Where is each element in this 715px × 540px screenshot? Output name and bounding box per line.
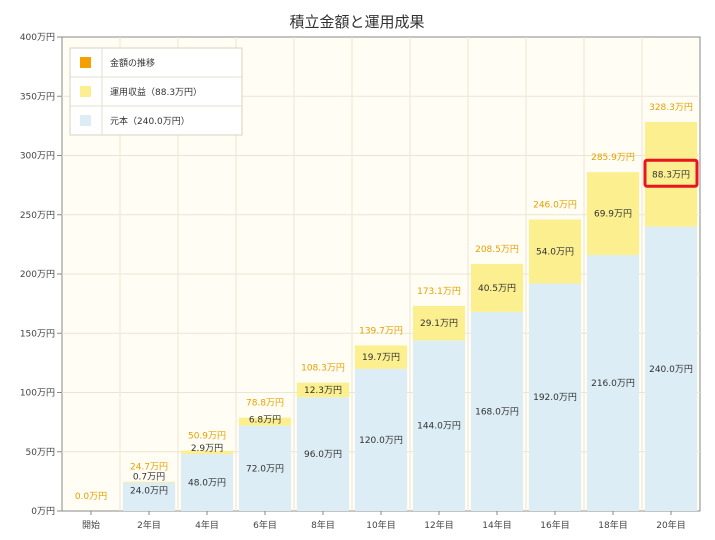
bar-principal xyxy=(528,283,582,511)
x-tick-label: 6年目 xyxy=(253,519,277,531)
bar-principal xyxy=(412,340,466,511)
bar-label-return: 0.7万円 xyxy=(133,472,165,483)
legend-label: 元本（240.0万円） xyxy=(110,115,190,127)
y-tick-label: 350万円 xyxy=(20,91,55,102)
bar-principal xyxy=(238,425,292,511)
y-tick-label: 200万円 xyxy=(20,269,55,280)
highlight-box xyxy=(643,158,699,188)
chart-title: 積立金額と運用成果 xyxy=(289,13,424,31)
y-tick-label: 400万円 xyxy=(20,32,55,43)
bar-label-return: 19.7万円 xyxy=(362,352,400,363)
bar-principal xyxy=(122,482,176,511)
bar-return xyxy=(644,121,698,227)
bar-return xyxy=(238,417,292,426)
legend-swatch xyxy=(80,86,91,97)
bar-return xyxy=(412,305,466,341)
legend-swatch xyxy=(80,57,91,68)
legend-label: 運用収益（88.3万円） xyxy=(110,86,202,98)
bar-label-principal: 120.0万円 xyxy=(359,435,403,446)
bar-label-return: 54.0万円 xyxy=(536,246,574,257)
y-tick-label: 150万円 xyxy=(20,328,55,339)
x-tick-label: 2年目 xyxy=(137,519,161,531)
x-tick-label: 開始 xyxy=(82,519,100,531)
bar-return xyxy=(180,450,234,455)
x-tick-label: 18年目 xyxy=(598,519,627,531)
x-tick-label: 16年目 xyxy=(540,519,569,531)
y-tick-label: 100万円 xyxy=(20,388,55,399)
y-tick-label: 300万円 xyxy=(20,151,55,162)
bar-label-principal: 240.0万円 xyxy=(649,364,693,375)
x-tick-label: 20年目 xyxy=(656,519,685,531)
bar-total-label: 208.5万円 xyxy=(475,244,519,255)
bar-return xyxy=(354,345,408,369)
bar-principal xyxy=(354,368,408,511)
x-tick-label: 10年目 xyxy=(366,519,395,531)
bar-principal xyxy=(296,397,350,511)
bar-principal xyxy=(644,226,698,511)
bar-label-principal: 48.0万円 xyxy=(188,478,226,489)
bar-label-return: 6.8万円 xyxy=(249,415,281,426)
bar-total-label: 246.0万円 xyxy=(533,199,577,210)
legend-label: 金額の推移 xyxy=(110,57,155,69)
legend-box xyxy=(69,47,243,136)
bar-label-principal: 144.0万円 xyxy=(417,421,461,432)
bar-label-return: 12.3万円 xyxy=(304,385,342,396)
bar-total-label: 328.3万円 xyxy=(649,102,693,113)
bar-total-label: 24.7万円 xyxy=(130,462,168,473)
x-tick-label: 8年目 xyxy=(311,519,335,531)
bar-return xyxy=(296,382,350,398)
x-tick-label: 12年目 xyxy=(424,519,453,531)
y-tick-label: 0万円 xyxy=(31,506,55,517)
x-tick-label: 4年目 xyxy=(195,519,219,531)
bar-principal xyxy=(180,454,234,511)
bar-label-return: 88.3万円 xyxy=(652,169,690,180)
bar-label-principal: 96.0万円 xyxy=(304,449,342,460)
bar-principal xyxy=(586,255,640,511)
bar-total-label: 285.9万円 xyxy=(591,152,635,163)
y-tick-label: 50万円 xyxy=(26,447,55,458)
bar-total-label: 50.9万円 xyxy=(188,431,226,442)
bar-label-principal: 168.0万円 xyxy=(475,406,519,417)
bar-label-return: 29.1万円 xyxy=(420,318,458,329)
axes: 0万円 50万円 100万円 150万円 200万円 250万円 300万円 350万円 400… xyxy=(20,32,686,531)
bar-return xyxy=(586,172,640,256)
bar-label-return: 40.5万円 xyxy=(478,283,516,294)
bar-total-label: 0.0万円 xyxy=(75,491,107,502)
bar-return xyxy=(470,263,524,312)
x-tick-label: 14年目 xyxy=(482,519,511,531)
bar-total-label: 139.7万円 xyxy=(359,325,403,336)
bar-total-label: 78.8万円 xyxy=(246,398,284,409)
bar-total-label: 108.3万円 xyxy=(301,363,345,374)
y-tick-label: 250万円 xyxy=(20,210,55,221)
bar-label-principal: 216.0万円 xyxy=(591,378,635,389)
bar-principal xyxy=(470,311,524,511)
bar-total-label: 173.1万円 xyxy=(417,286,461,297)
bar-label-principal: 192.0万円 xyxy=(533,392,577,403)
bar-label-principal: 72.0万円 xyxy=(246,463,284,474)
bar-label-principal: 24.0万円 xyxy=(130,486,168,497)
legend-swatch xyxy=(80,115,91,126)
bar-label-return: 69.9万円 xyxy=(594,209,632,220)
bar-return xyxy=(528,219,582,284)
bar-return xyxy=(122,481,176,483)
bar-label-return: 2.9万円 xyxy=(191,443,223,454)
